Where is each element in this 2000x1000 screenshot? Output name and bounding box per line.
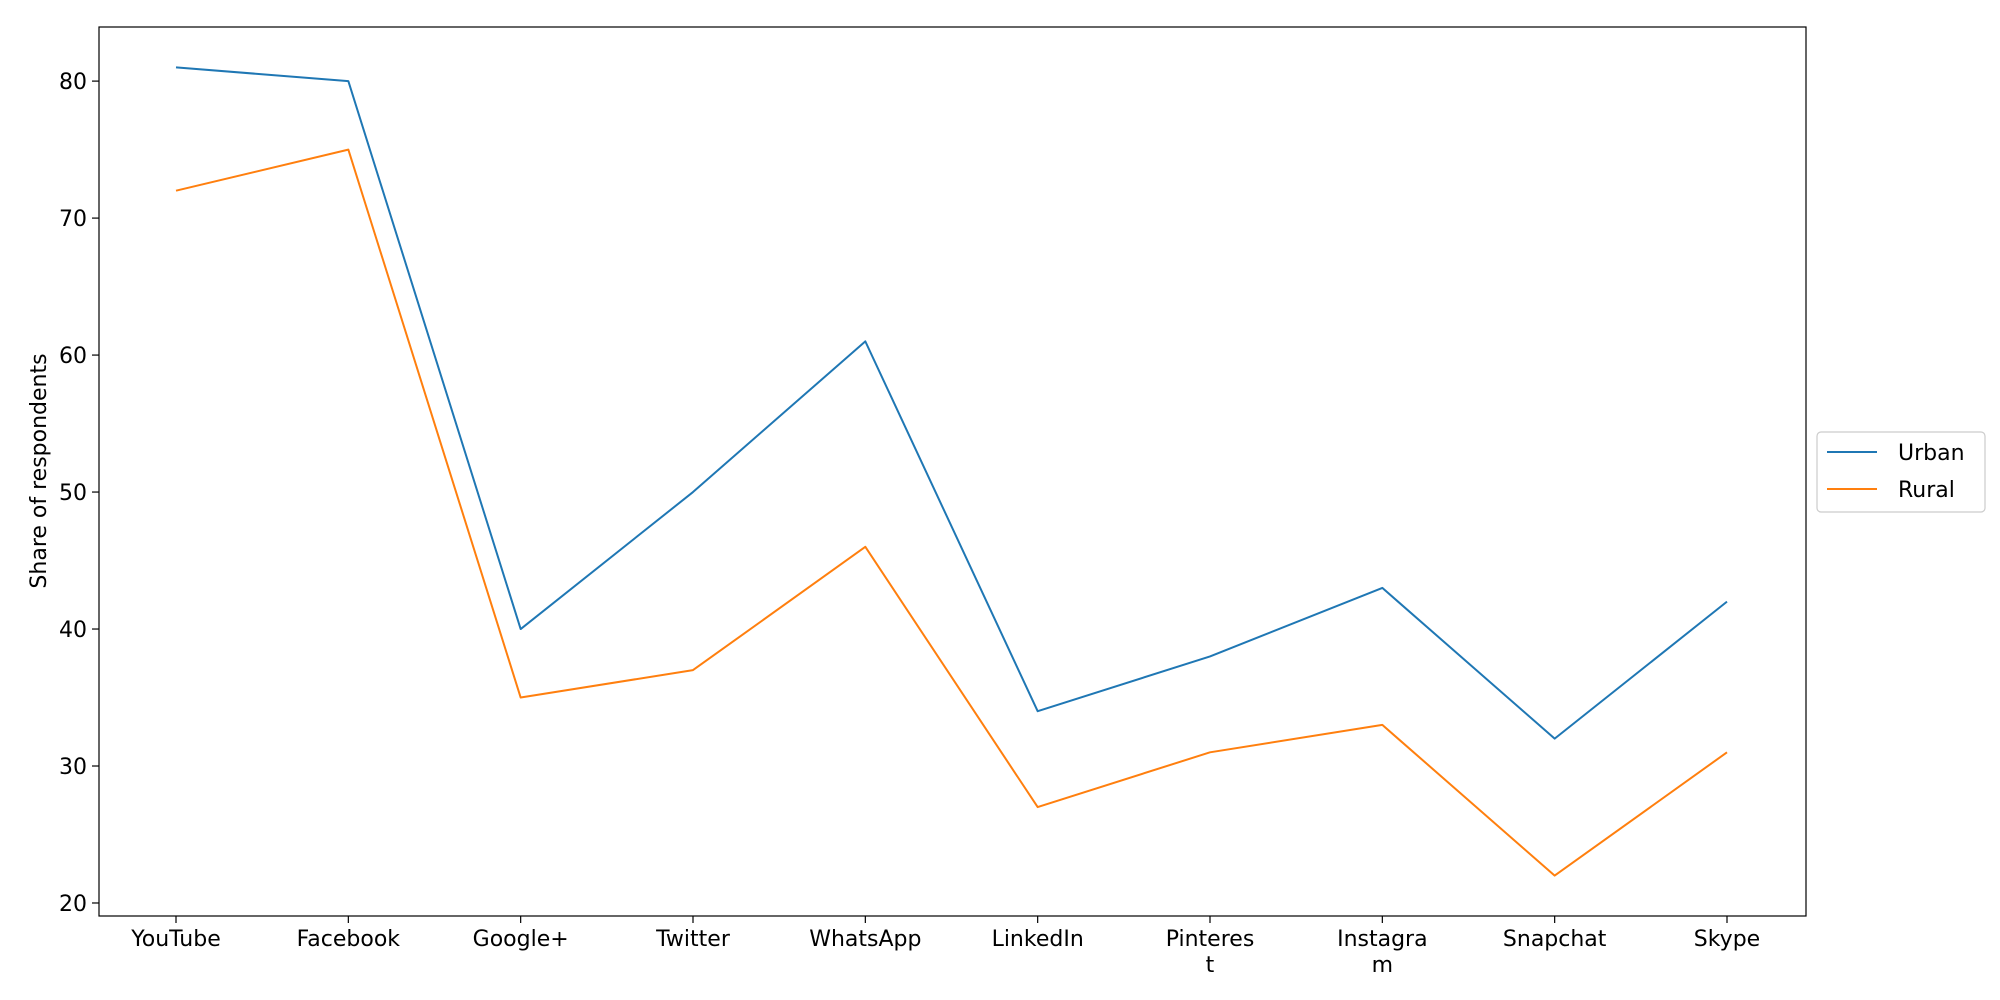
y-tick-label: 80 xyxy=(59,70,87,95)
y-tick-label: 60 xyxy=(59,344,87,369)
series-line-urban xyxy=(175,66,1728,740)
x-tick-label: WhatsApp xyxy=(809,927,921,952)
legend-label-rural: Rural xyxy=(1898,478,1955,503)
x-tick-label: YouTube xyxy=(130,927,220,952)
legend: Urban Rural xyxy=(1816,431,1986,513)
x-tick-label: Facebook xyxy=(297,927,401,952)
legend-label-urban: Urban xyxy=(1898,441,1965,466)
y-axis-title: Share of respondents xyxy=(27,353,52,588)
x-tick-label: Twitter xyxy=(655,927,731,952)
x-tick-label: Pinteres t xyxy=(1166,927,1255,978)
y-axis: 20 30 40 50 60 70 80 xyxy=(59,70,99,917)
y-tick-label: 20 xyxy=(59,892,87,917)
x-tick-label: LinkedIn xyxy=(992,927,1084,952)
x-tick-label: Snapchat xyxy=(1503,927,1607,952)
series-layer xyxy=(175,66,1728,877)
x-tick-label: Google+ xyxy=(473,927,569,952)
y-tick-label: 50 xyxy=(59,481,87,506)
y-tick-label: 70 xyxy=(59,207,87,232)
x-tick-label: Instagra m xyxy=(1337,927,1428,978)
x-tick-label: Skype xyxy=(1694,927,1760,952)
x-axis: YouTube Facebook Google+ Twitter WhatsApp Lin… xyxy=(130,916,1760,978)
series-line-rural xyxy=(175,148,1728,877)
y-tick-label: 30 xyxy=(59,755,87,780)
y-tick-label: 40 xyxy=(59,618,87,643)
plot-area xyxy=(98,26,1807,917)
